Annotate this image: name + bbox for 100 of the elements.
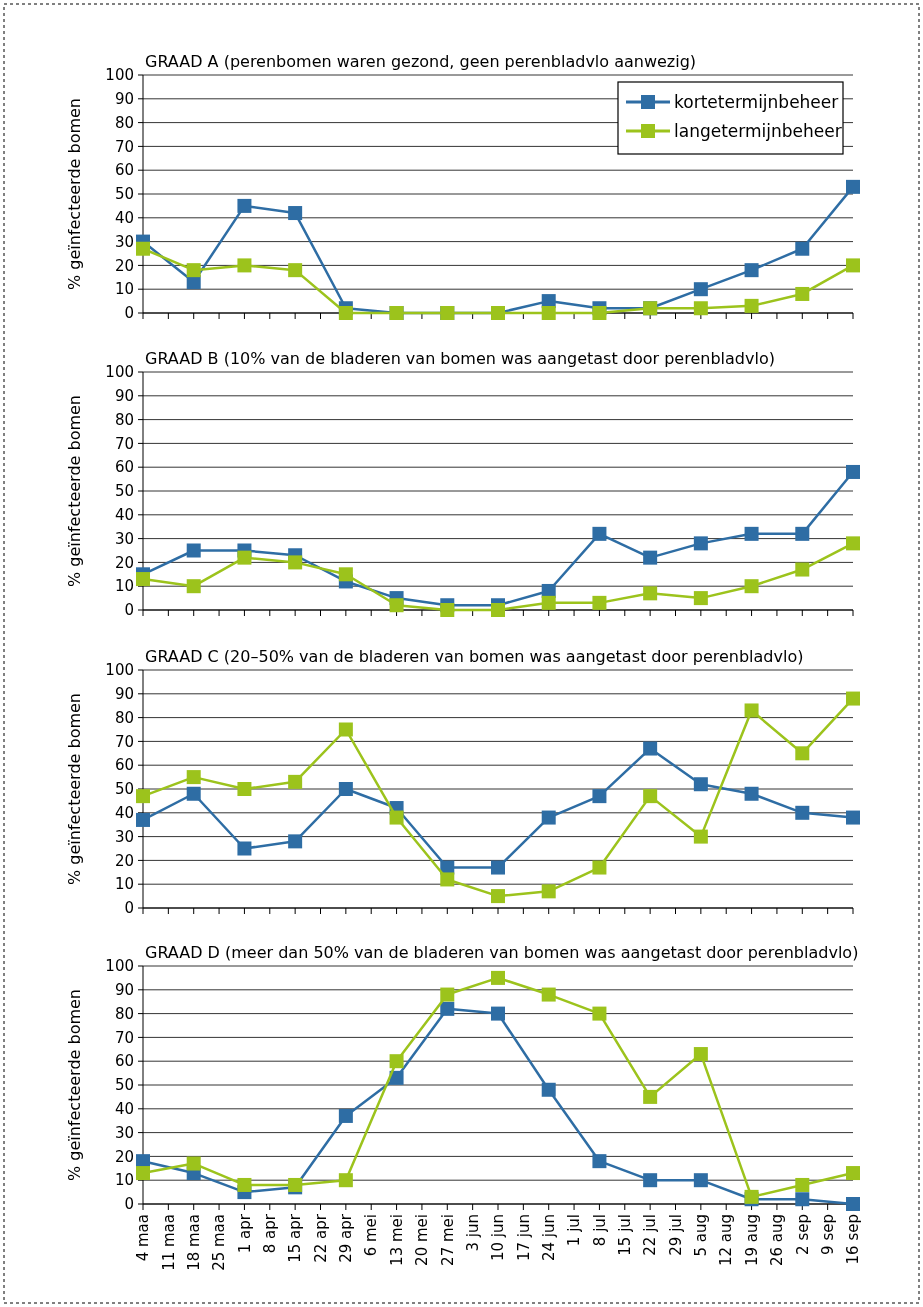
point bbox=[693, 282, 708, 297]
x-tick-label: 12 aug bbox=[717, 1214, 736, 1267]
point bbox=[186, 579, 201, 594]
x-tick-label: 24 jun bbox=[539, 1214, 558, 1262]
x-tick-label: 4 maa bbox=[134, 1214, 153, 1262]
point bbox=[136, 812, 150, 827]
y-tick-label: 40 bbox=[114, 506, 134, 525]
x-tick-label: 15 apr bbox=[286, 1213, 305, 1263]
point bbox=[795, 526, 810, 541]
point bbox=[744, 298, 759, 313]
point bbox=[592, 306, 607, 320]
point bbox=[643, 586, 658, 601]
point bbox=[237, 258, 252, 273]
x-tick-label: 8 apr bbox=[261, 1213, 280, 1254]
y-tick-label: 70 bbox=[114, 732, 134, 751]
point bbox=[693, 777, 708, 792]
point bbox=[643, 789, 658, 804]
y-tick-label: 30 bbox=[114, 827, 134, 846]
point bbox=[237, 198, 252, 213]
point bbox=[744, 786, 759, 801]
x-tick-label: 25 maa bbox=[210, 1214, 229, 1271]
point bbox=[693, 301, 708, 316]
point bbox=[288, 263, 303, 278]
point bbox=[237, 841, 252, 856]
point bbox=[744, 703, 759, 718]
y-tick-label: 20 bbox=[114, 256, 134, 275]
x-tick-label: 3 jun bbox=[463, 1214, 482, 1252]
y-tick-label: 30 bbox=[114, 1123, 134, 1142]
point bbox=[136, 789, 150, 804]
y-tick-label: 70 bbox=[114, 1028, 134, 1047]
y-tick-label: 50 bbox=[114, 1076, 134, 1095]
y-tick-label: 40 bbox=[114, 209, 134, 228]
x-tick-label: 1 apr bbox=[235, 1213, 254, 1254]
point bbox=[795, 241, 810, 256]
x-tick-label: 16 sep bbox=[844, 1214, 863, 1265]
y-tick-label: 20 bbox=[114, 553, 134, 572]
point bbox=[693, 829, 708, 844]
x-tick-label: 22 apr bbox=[311, 1213, 330, 1263]
y-tick-label: 60 bbox=[114, 1052, 134, 1071]
point bbox=[846, 464, 860, 479]
y-tick-label: 0 bbox=[124, 899, 134, 918]
point bbox=[186, 770, 201, 785]
point bbox=[338, 306, 353, 320]
point bbox=[795, 746, 810, 761]
y-tick-label: 60 bbox=[114, 458, 134, 477]
point bbox=[795, 805, 810, 820]
point bbox=[541, 810, 556, 825]
y-tick-label: 100 bbox=[105, 661, 134, 680]
x-tick-label: 20 mei bbox=[413, 1214, 432, 1266]
y-tick-label: 10 bbox=[114, 1171, 134, 1190]
point bbox=[136, 572, 150, 587]
x-tick-label: 29 jul bbox=[666, 1214, 685, 1256]
y-tick-label: 20 bbox=[114, 1147, 134, 1166]
y-tick-label: 80 bbox=[114, 113, 134, 132]
point bbox=[186, 263, 201, 278]
point bbox=[338, 567, 353, 582]
point bbox=[288, 834, 303, 849]
x-tick-label: 27 mei bbox=[438, 1214, 457, 1266]
chart-title: GRAAD A (perenbomen waren gezond, geen perenbladvlo aanwezig) bbox=[145, 52, 697, 71]
point bbox=[389, 810, 404, 825]
point bbox=[846, 536, 860, 551]
y-tick-label: 30 bbox=[114, 232, 134, 251]
point bbox=[186, 786, 201, 801]
y-tick-label: 0 bbox=[124, 1195, 134, 1214]
x-tick-label: 18 maa bbox=[184, 1214, 203, 1271]
point bbox=[541, 306, 556, 320]
point bbox=[491, 603, 505, 617]
point bbox=[541, 884, 556, 899]
x-tick-label: 2 sep bbox=[793, 1214, 812, 1255]
point bbox=[846, 691, 860, 706]
chart-title: GRAAD B (10% van de bladeren van bomen was aangetast door perenbladvlo) bbox=[145, 349, 775, 368]
point bbox=[389, 598, 404, 613]
point bbox=[744, 579, 759, 594]
y-tick-label: 30 bbox=[114, 529, 134, 548]
y-tick-label: 100 bbox=[105, 66, 134, 85]
y-axis-title: % geïnfecteerde bomen bbox=[65, 394, 84, 588]
y-tick-label: 10 bbox=[114, 875, 134, 894]
y-axis-title: % geïnfecteerde bomen bbox=[65, 988, 84, 1182]
y-tick-label: 90 bbox=[114, 387, 134, 406]
legend-label: kortetermijnbeheer bbox=[674, 91, 839, 112]
y-tick-label: 100 bbox=[105, 363, 134, 382]
x-tick-label: 15 jul bbox=[616, 1214, 635, 1256]
point bbox=[846, 179, 860, 194]
point bbox=[237, 782, 252, 796]
x-tick-label: 1 jul bbox=[565, 1214, 584, 1247]
point bbox=[592, 526, 607, 541]
y-tick-label: 20 bbox=[114, 851, 134, 870]
point bbox=[795, 286, 810, 301]
y-tick-label: 80 bbox=[114, 410, 134, 429]
x-tick-label: 13 mei bbox=[387, 1214, 406, 1266]
y-tick-label: 90 bbox=[114, 90, 134, 109]
x-tick-label: 26 aug bbox=[768, 1214, 787, 1267]
point bbox=[288, 206, 303, 221]
point bbox=[643, 741, 658, 756]
point bbox=[288, 774, 303, 789]
point bbox=[136, 241, 150, 256]
y-axis-title: % geïnfecteerde bomen bbox=[65, 97, 84, 291]
y-tick-label: 80 bbox=[114, 708, 134, 727]
point bbox=[693, 536, 708, 551]
y-tick-label: 40 bbox=[114, 804, 134, 823]
